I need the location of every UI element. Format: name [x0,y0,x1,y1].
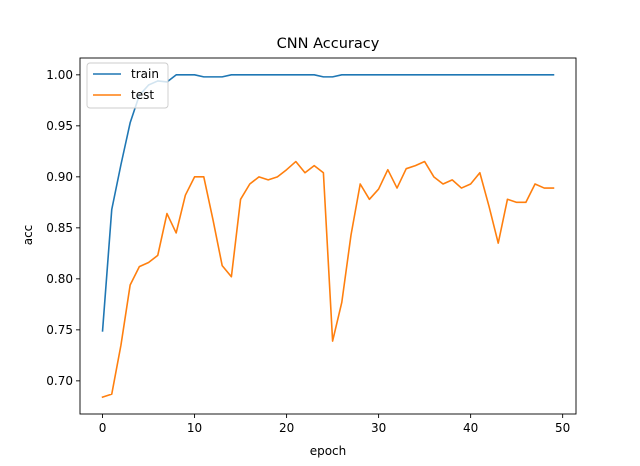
y-tick-label: 0.75 [46,323,73,337]
legend-label-train: train [131,67,159,81]
x-axis-label: epoch [310,444,347,458]
x-tick-label: 0 [99,421,107,435]
x-tick-label: 20 [279,421,294,435]
plot-area: 0 10 20 30 40 50 0.70 0.75 0.80 0.85 0.90 0.95 1.00 [46,57,577,435]
x-tick-label: 50 [555,421,570,435]
y-tick-label: 0.90 [46,170,73,184]
x-tick-label: 40 [463,421,478,435]
y-axis-label: acc [21,225,35,246]
x-tick-label: 30 [371,421,386,435]
series-line-train [101,74,555,332]
y-tick-label: 0.85 [46,221,73,235]
y-tick-label: 1.00 [46,68,73,82]
plot-frame [79,57,577,415]
y-tick-label: 0.70 [46,374,73,388]
legend: train test [86,62,169,109]
x-tick-label: 10 [187,421,202,435]
series-line-test [101,160,555,399]
y-tick-label: 0.80 [46,272,73,286]
y-tick-label: 0.95 [46,119,73,133]
chart-title: CNN Accuracy [277,36,380,52]
legend-label-test: test [131,88,154,102]
